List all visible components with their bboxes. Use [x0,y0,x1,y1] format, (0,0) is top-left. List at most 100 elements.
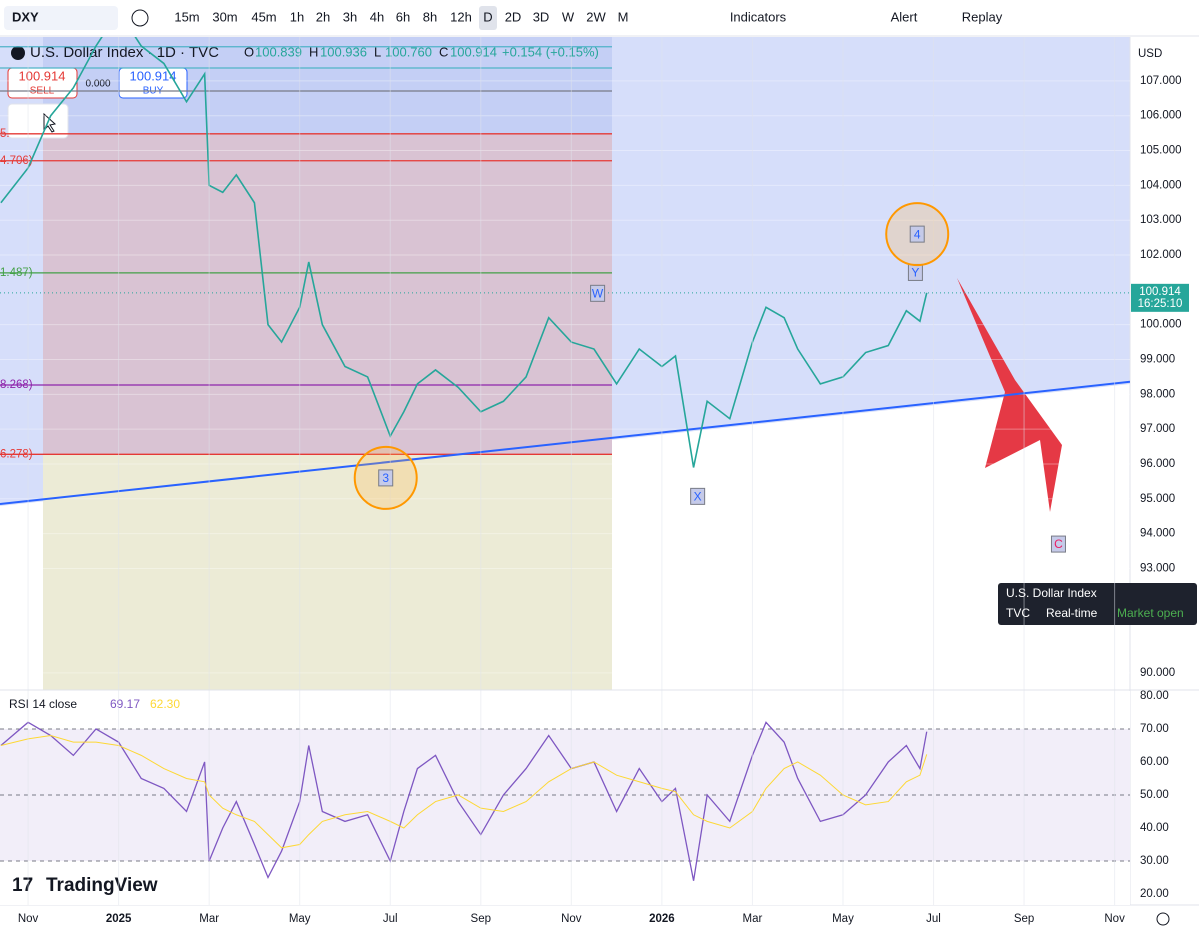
y-tick-label: 102.000 [1140,249,1182,261]
wave-label-box [1050,535,1066,553]
interval[interactable]: 1h [290,9,304,24]
x-tick-label: 2026 [649,913,675,925]
tooltip [998,583,1197,625]
wave-label: C [1054,537,1063,551]
y-tick-label: 99.000 [1140,354,1175,366]
interval[interactable]: M [618,9,629,24]
rsi-tick-label: 30.00 [1140,855,1169,867]
y-tick-label: 96.000 [1140,458,1175,470]
toolbar-button[interactable]: Indicators [730,9,787,24]
fib-label: 8.268) [0,379,33,391]
interval[interactable]: 6h [396,9,410,24]
wave-label: Y [911,266,919,280]
interval[interactable]: 3h [343,9,357,24]
change: +0.154 (+0.15%) [502,44,599,59]
sell-price[interactable]: 100.914 [19,68,66,83]
tooltip-title: U.S. Dollar Index [1006,586,1097,600]
tooltip-source: TVC [1006,606,1030,620]
y-tick-label: 98.000 [1140,388,1175,400]
ohlc-key: O [244,44,254,59]
y-tick-label: 105.000 [1140,145,1182,157]
interval[interactable]: D [483,9,492,24]
logo-mark: 17 [12,875,33,896]
tooltip-status: Market open [1117,606,1184,620]
x-tick-label: May [289,913,311,925]
drawing-toolbar[interactable] [7,103,69,139]
interval[interactable]: 30m [212,9,237,24]
x-tick-label: Nov [1104,913,1125,925]
y-tick-label: 90.000 [1140,667,1175,679]
interval[interactable]: 2h [316,9,330,24]
add-symbol[interactable] [131,9,149,27]
last-price-box [1131,283,1189,312]
symbol-logo [11,46,25,60]
rsi-ma-value: 62.30 [150,697,180,711]
rsi-line [0,721,928,881]
fib-label: 1.487) [0,267,33,279]
fib-label: 6.278) [0,448,33,460]
toolbar-button[interactable]: Alert [891,9,918,24]
logo: TradingView [46,875,158,896]
wave-label: W [592,286,604,300]
x-tick-label: May [832,913,854,925]
spread: 0.000 [85,79,110,90]
interval[interactable]: 8h [423,9,437,24]
rsi-name: RSI 14 close [9,697,77,711]
price-line [0,37,928,468]
rsi-tick-label: 80.00 [1140,690,1169,702]
rsi-tick-label: 20.00 [1140,888,1169,900]
y-tick-label: 103.000 [1140,214,1182,226]
wave-label-box [690,487,706,505]
y-tick-label: 106.000 [1140,110,1182,122]
interval[interactable]: W [562,9,575,24]
buy-price[interactable]: 100.914 [130,68,177,83]
x-tick-label: Nov [561,913,582,925]
wave-label-box [909,225,925,243]
currency[interactable]: USD [1138,48,1162,60]
y-tick-label: 97.000 [1140,423,1175,435]
wave-label-box [378,469,394,487]
symbol[interactable]: DXY [12,9,39,24]
x-tick-label: Nov [18,913,39,925]
x-tick-label: Mar [199,913,219,925]
ohlc-value: 100.914 [450,44,497,59]
x-tick-label: Jul [383,913,398,925]
toolbar-button[interactable]: Replay [962,9,1003,24]
ohlc-value: 100.760 [385,44,432,59]
rsi-value: 69.17 [110,697,140,711]
y-tick-label: 93.000 [1140,562,1175,574]
active-interval [479,6,497,30]
legend-title: U.S. Dollar Index · 1D · TVC [30,44,219,61]
rsi-tick-label: 50.00 [1140,789,1169,801]
rsi-tick-label: 60.00 [1140,756,1169,768]
interval[interactable]: 45m [251,9,276,24]
settings[interactable] [1156,912,1170,926]
x-tick-label: Sep [1014,913,1034,925]
tooltip-mode: Real-time [1046,606,1098,620]
x-tick-label: Jul [926,913,941,925]
interval[interactable]: 2D [505,9,522,24]
interval[interactable]: 12h [450,9,472,24]
y-tick-label: 95.000 [1140,493,1175,505]
ohlc-key: L [374,44,381,59]
x-tick-label: Mar [743,913,763,925]
ohlc-value: 100.936 [320,44,367,59]
interval[interactable]: 4h [370,9,384,24]
y-tick-label: 107.000 [1140,75,1182,87]
x-tick-label: Sep [471,913,491,925]
rsi-tick-label: 40.00 [1140,822,1169,834]
interval[interactable]: 3D [533,9,550,24]
interval[interactable]: 2W [586,9,606,24]
interval[interactable]: 15m [174,9,199,24]
countdown: 16:25:10 [1138,298,1183,310]
fib-label: 4.706) [0,155,33,167]
trendline [0,380,1130,506]
y-tick-label: 100.000 [1140,319,1182,331]
symbol-search[interactable] [4,6,118,30]
rsi-line [0,735,928,849]
zone-red [43,134,612,454]
y-tick-label: 104.000 [1140,179,1182,191]
rsi-pane [0,721,1130,881]
ohlc-key: H [309,44,318,59]
